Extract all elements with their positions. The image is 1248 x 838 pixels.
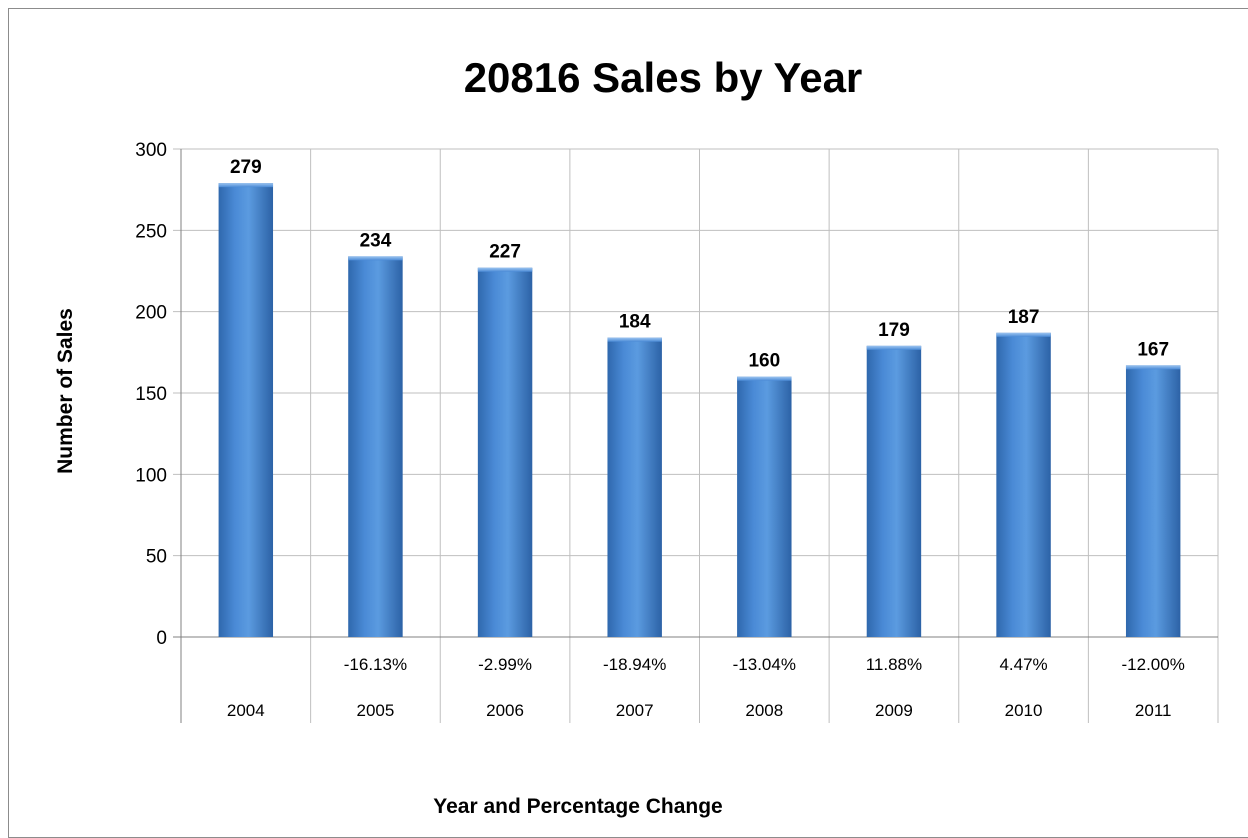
grid-layer (173, 148, 1219, 723)
year-label: 2010 (1005, 701, 1043, 720)
bar-2009 (866, 345, 922, 637)
bar-cap (218, 183, 274, 188)
data-label: 184 (619, 312, 651, 333)
y-tick-label: 100 (135, 465, 167, 486)
y-tick-label: 200 (135, 303, 167, 324)
y-tick-label: 0 (156, 628, 167, 649)
year-label: 2004 (227, 701, 265, 720)
bar-cap (607, 337, 662, 342)
bar-cap (477, 267, 533, 272)
data-label: 227 (489, 242, 521, 263)
y-tick-label: 250 (135, 221, 167, 242)
percent-change-label: 4.47% (999, 655, 1047, 674)
bar-cap (1125, 365, 1181, 370)
x-axis-categories: 2004 -16.13% 2005 -2.99% 2006 -18.94% 2007 -13.… (227, 655, 1185, 720)
bar-cap (348, 256, 403, 261)
x-axis-title: Year and Percentage Change (433, 795, 722, 818)
percent-change-label: -12.00% (1122, 655, 1185, 674)
y-tick-label: 150 (135, 384, 167, 405)
bars-layer (218, 183, 1181, 637)
y-axis-ticks: 0 50 100 150 200 250 300 (135, 140, 167, 649)
y-axis-title: Number of Sales (54, 308, 77, 474)
bar-2006 (477, 267, 533, 637)
bar-cap (737, 376, 792, 381)
data-label: 179 (878, 320, 910, 341)
y-tick-label: 300 (135, 140, 167, 161)
bar-2010 (996, 332, 1051, 637)
year-label: 2007 (616, 701, 654, 720)
bar-cap (996, 332, 1051, 337)
bar-2004 (218, 183, 274, 637)
year-label: 2006 (486, 701, 524, 720)
bar-2007 (607, 337, 662, 637)
data-label: 234 (360, 230, 392, 251)
year-label: 2005 (357, 701, 395, 720)
percent-change-label: -16.13% (344, 655, 407, 674)
bar-cap (866, 345, 922, 350)
percent-change-label: 11.88% (866, 655, 922, 674)
data-label: 160 (748, 351, 780, 372)
percent-change-label: -18.94% (603, 655, 666, 674)
data-label: 187 (1008, 307, 1040, 328)
year-label: 2008 (745, 701, 783, 720)
bar-2005 (348, 256, 403, 637)
year-label: 2011 (1135, 701, 1172, 720)
percent-change-label: -2.99% (478, 655, 532, 674)
bar-2011 (1125, 365, 1181, 637)
data-labels: 279 234 227 184 160 179 187 167 (230, 157, 1169, 372)
data-label: 279 (230, 157, 262, 178)
bar-chart: 20816 Sales by Year 0 50 100 150 200 250 300 2… (54, 54, 1219, 818)
bar-2008 (737, 376, 792, 637)
year-label: 2009 (875, 701, 913, 720)
data-label: 167 (1137, 339, 1169, 360)
chart-title: 20816 Sales by Year (464, 54, 863, 101)
percent-change-label: -13.04% (733, 655, 796, 674)
y-tick-label: 50 (146, 547, 167, 568)
